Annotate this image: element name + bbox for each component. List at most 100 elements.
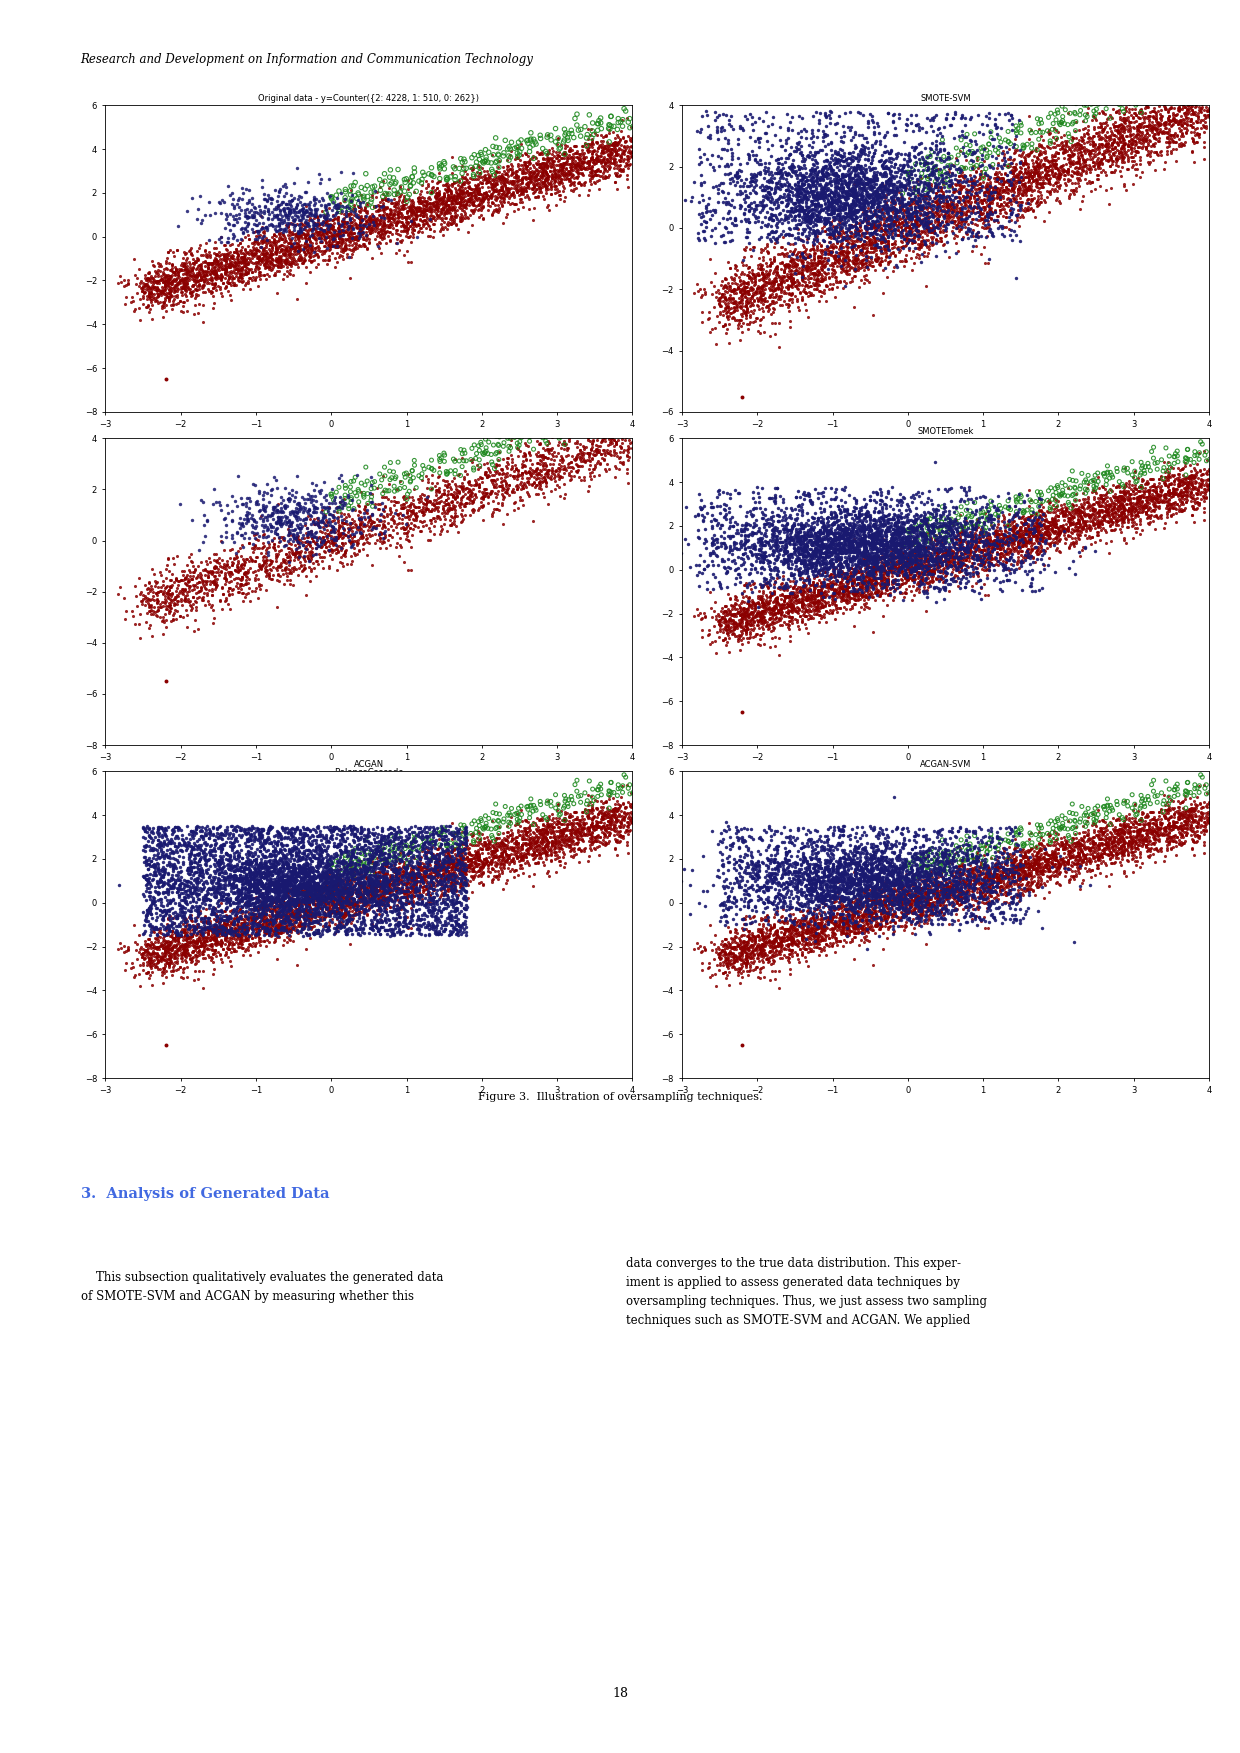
Point <box>919 859 939 887</box>
Point <box>601 386 621 414</box>
Point <box>857 575 877 603</box>
Point <box>807 926 827 954</box>
Point <box>170 601 190 629</box>
Point <box>893 570 913 598</box>
Title: SMOTE-SVM: SMOTE-SVM <box>920 95 971 103</box>
Point <box>756 268 776 296</box>
Point <box>952 154 972 182</box>
Point <box>402 905 422 933</box>
Point <box>1022 515 1042 543</box>
Point <box>423 202 443 230</box>
Point <box>910 550 930 578</box>
Point <box>451 191 471 219</box>
Point <box>825 161 844 189</box>
Point <box>816 547 836 575</box>
Point <box>219 280 239 309</box>
Point <box>901 528 921 556</box>
Point <box>520 165 539 193</box>
Point <box>1112 144 1132 172</box>
Point <box>578 820 598 848</box>
Point <box>233 913 253 941</box>
Point <box>802 582 822 610</box>
Point <box>848 161 868 189</box>
Point <box>140 961 160 989</box>
Point <box>870 578 890 607</box>
Point <box>1157 491 1177 519</box>
Point <box>828 855 848 884</box>
Point <box>1133 812 1153 840</box>
Point <box>1141 484 1161 512</box>
Point <box>851 226 870 254</box>
Point <box>321 873 341 901</box>
Point <box>766 833 786 861</box>
Point <box>286 896 306 924</box>
Point <box>582 791 601 819</box>
Point <box>376 230 396 258</box>
Point <box>246 240 265 268</box>
Point <box>293 237 312 265</box>
Point <box>337 824 357 852</box>
Point <box>254 885 274 913</box>
Point <box>136 901 156 929</box>
Point <box>830 875 849 903</box>
Point <box>787 841 807 869</box>
Point <box>745 622 765 650</box>
Point <box>1064 929 1084 957</box>
Point <box>619 438 639 466</box>
Point <box>288 885 308 913</box>
Point <box>1166 833 1185 861</box>
Point <box>327 880 347 908</box>
Point <box>722 591 742 619</box>
Point <box>145 950 165 978</box>
Point <box>301 831 321 859</box>
Point <box>1043 170 1063 198</box>
Point <box>365 848 384 876</box>
Point <box>764 594 784 622</box>
Point <box>883 912 903 940</box>
Point <box>1200 459 1220 487</box>
Point <box>176 268 196 296</box>
Point <box>157 934 177 962</box>
Point <box>1174 479 1194 507</box>
Point <box>830 850 849 878</box>
Point <box>915 862 935 891</box>
Point <box>532 820 552 848</box>
Point <box>319 521 339 549</box>
Point <box>977 491 997 519</box>
Point <box>812 927 832 955</box>
Point <box>489 177 508 205</box>
Point <box>148 601 167 629</box>
Point <box>533 820 553 848</box>
Point <box>866 561 885 589</box>
Point <box>268 873 288 901</box>
Point <box>899 540 919 568</box>
Point <box>781 827 801 855</box>
Point <box>1118 508 1138 536</box>
Point <box>1156 110 1176 138</box>
Point <box>228 841 248 869</box>
Point <box>1115 130 1135 158</box>
Point <box>1037 521 1056 549</box>
Point <box>708 510 728 538</box>
Point <box>268 507 288 535</box>
Point <box>275 913 295 941</box>
Point <box>171 908 191 936</box>
Point <box>518 414 538 442</box>
Point <box>737 859 756 887</box>
Point <box>801 517 821 545</box>
Point <box>211 927 231 955</box>
Point <box>1084 833 1104 861</box>
Point <box>950 864 970 892</box>
Point <box>401 878 420 906</box>
Point <box>511 174 531 202</box>
Point <box>355 861 374 889</box>
Point <box>977 200 997 228</box>
Point <box>583 130 603 158</box>
Point <box>856 540 875 568</box>
Point <box>218 880 238 908</box>
Point <box>405 896 425 924</box>
Point <box>758 945 777 973</box>
Point <box>470 470 490 498</box>
Point <box>764 536 784 564</box>
Point <box>249 479 269 507</box>
